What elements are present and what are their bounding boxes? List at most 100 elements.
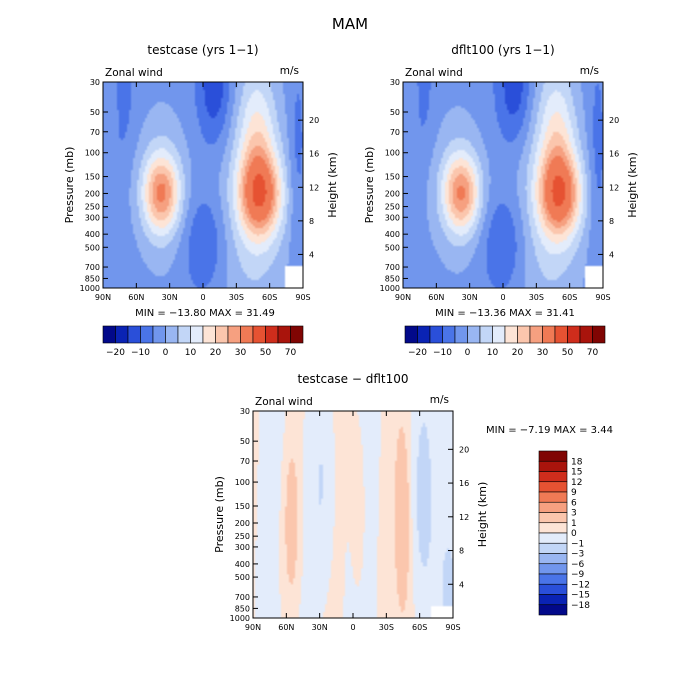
x-tick-label: 90N xyxy=(395,293,411,302)
colorbar-box xyxy=(538,522,568,534)
colorbar-label: −6 xyxy=(571,560,585,570)
p-tick-label: 50 xyxy=(90,108,100,117)
colorbar-box xyxy=(442,325,456,344)
contour-field xyxy=(253,411,453,618)
p-tick-label: 850 xyxy=(85,274,100,283)
colorbar-box xyxy=(140,325,154,344)
colorbar-box xyxy=(538,573,568,585)
p-tick-label: 250 xyxy=(235,532,250,541)
colorbar-box xyxy=(479,325,493,344)
colorbar-label: 1 xyxy=(571,519,577,529)
x-tick-label: 0 xyxy=(350,623,355,632)
colorbar-box xyxy=(492,325,506,344)
colorbar-box xyxy=(579,325,593,344)
colorbar-box xyxy=(429,325,443,344)
x-tick-label: 60S xyxy=(262,293,277,302)
colorbar-box xyxy=(454,325,468,344)
x-tick-label: 30N xyxy=(462,293,478,302)
colorbar-box xyxy=(538,542,568,554)
h-tick-label: 16 xyxy=(309,150,319,159)
x-tick-label: 60S xyxy=(562,293,577,302)
colorbar-box xyxy=(592,325,606,344)
colorbar-box xyxy=(202,325,216,344)
p-tick-label: 700 xyxy=(85,263,100,272)
units-label: m/s xyxy=(280,65,299,77)
p-tick-label: 250 xyxy=(85,203,100,212)
units-label: m/s xyxy=(580,65,599,77)
h-tick-label: 16 xyxy=(459,479,469,488)
p-tick-label: 850 xyxy=(385,274,400,283)
colorbar-label: 50 xyxy=(260,348,272,358)
panel-dflt100: dflt100 (yrs 1−1) Zonal wind m/s 90N 60N 30N 0… xyxy=(363,43,639,358)
x-tick-label: 60S xyxy=(412,623,427,632)
stats-text: MIN = −13.80 MAX = 31.49 xyxy=(135,308,275,319)
p-tick-label: 1000 xyxy=(380,284,400,293)
p-tick-label: 400 xyxy=(235,560,250,569)
p-tick-label: 200 xyxy=(85,189,100,198)
colorbar-label: 20 xyxy=(512,348,524,358)
colorbar-label: −10 xyxy=(131,348,150,358)
colorbar-label: 10 xyxy=(185,348,197,358)
colorbar-label: 20 xyxy=(210,348,222,358)
colorbar-box xyxy=(115,325,129,344)
colorbar-label: 9 xyxy=(571,488,577,498)
x-tick-label: 30N xyxy=(312,623,328,632)
p-tick-label: 850 xyxy=(235,604,250,613)
p-tick-label: 70 xyxy=(240,457,250,466)
y-axis-label: Pressure (mb) xyxy=(63,147,76,224)
main-title: MAM xyxy=(332,15,368,33)
h-tick-label: 8 xyxy=(609,217,614,226)
colorbar-label: 6 xyxy=(571,498,577,508)
p-tick-label: 70 xyxy=(390,128,400,137)
colorbar-box xyxy=(277,325,291,344)
colorbar-label: −12 xyxy=(571,580,590,590)
p-tick-label: 30 xyxy=(90,78,100,87)
p-tick-label: 400 xyxy=(385,230,400,239)
colorbar-box xyxy=(504,325,518,344)
h-tick-label: 4 xyxy=(309,250,314,259)
colorbar-label: −10 xyxy=(433,348,452,358)
panel-testcase: testcase (yrs 1−1) Zonal wind m/s 90N 60N 30N… xyxy=(63,43,339,358)
p-tick-label: 300 xyxy=(385,213,400,222)
p-tick-label: 200 xyxy=(235,519,250,528)
x-tick-label: 90N xyxy=(245,623,261,632)
h-tick-label: 12 xyxy=(459,513,469,522)
p-tick-label: 700 xyxy=(385,263,400,272)
p-tick-label: 250 xyxy=(385,203,400,212)
panel-difference: testcase − dflt100 Zonal wind m/s 90N 60N 30N… xyxy=(213,372,613,632)
units-label: m/s xyxy=(430,394,449,406)
p-tick-label: 30 xyxy=(240,407,250,416)
h-tick-label: 4 xyxy=(459,580,464,589)
p-tick-label: 500 xyxy=(85,243,100,252)
colorbar-box xyxy=(227,325,241,344)
colorbar-label: 70 xyxy=(587,348,599,358)
colorbar-box xyxy=(538,553,568,565)
y-axis-label-right: Height (km) xyxy=(626,152,639,218)
colorbar-label: 50 xyxy=(562,348,574,358)
y-axis-label: Pressure (mb) xyxy=(363,147,376,224)
colorbar-label: −15 xyxy=(571,591,590,601)
colorbar-label: 15 xyxy=(571,468,582,478)
panel-title: testcase − dflt100 xyxy=(297,372,408,386)
x-tick-label: 30N xyxy=(162,293,178,302)
colorbar-box xyxy=(538,512,568,524)
colorbar-box xyxy=(538,501,568,513)
colorbar-box xyxy=(538,450,568,462)
colorbar-box xyxy=(529,325,543,344)
p-tick-label: 1000 xyxy=(80,284,100,293)
colorbar-box xyxy=(215,325,229,344)
colorbar-box xyxy=(538,460,568,472)
colorbar-label: −9 xyxy=(571,570,585,580)
colorbar-box xyxy=(190,325,204,344)
x-tick-label: 30S xyxy=(529,293,544,302)
colorbar-box xyxy=(404,325,418,344)
x-tick-label: 60N xyxy=(128,293,144,302)
p-tick-label: 50 xyxy=(390,108,400,117)
left-string: Zonal wind xyxy=(405,67,463,79)
h-tick-label: 20 xyxy=(609,116,619,125)
colorbar-label: 0 xyxy=(571,529,577,539)
h-tick-label: 12 xyxy=(309,183,319,192)
colorbar-box xyxy=(538,481,568,493)
colorbar-label: 0 xyxy=(465,348,471,358)
